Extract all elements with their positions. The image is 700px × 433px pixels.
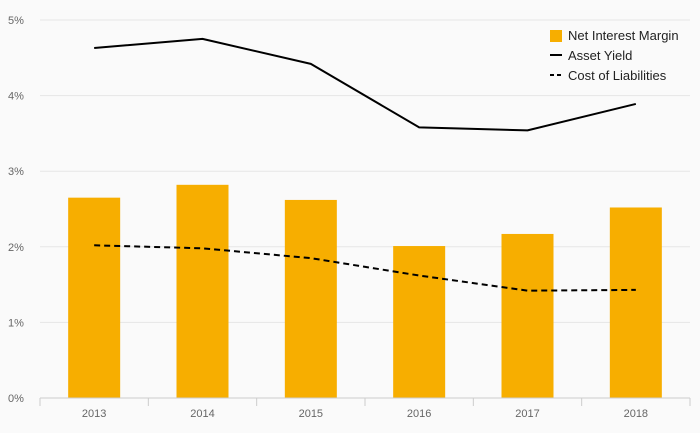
legend-item-net-interest-margin: Net Interest Margin — [550, 28, 679, 43]
bar-2018 — [609, 207, 662, 398]
legend-label-cost-of-liabilities: Cost of Liabilities — [568, 68, 667, 83]
gridlines — [40, 19, 690, 323]
line-series — [94, 37, 637, 292]
y-tick-label: 4% — [8, 91, 24, 103]
x-tick-label: 2013 — [82, 408, 106, 420]
y-axis-ticks: 0% 1% 2% 3% 4% 5% — [8, 15, 24, 405]
y-tick-label: 0% — [8, 393, 24, 405]
legend-item-cost-of-liabilities: Cost of Liabilities — [550, 68, 667, 83]
legend-label-asset-yield: Asset Yield — [568, 48, 632, 63]
bar-2017 — [501, 233, 554, 398]
x-tick-label: 2014 — [190, 408, 214, 420]
line-cost-of-liabilities — [94, 244, 636, 292]
bar-2013 — [68, 197, 121, 398]
bar-series-net-interest-margin — [68, 184, 662, 398]
y-tick-label: 2% — [8, 242, 24, 254]
x-tick-label: 2015 — [299, 408, 323, 420]
bar-2014 — [176, 184, 229, 398]
legend-label-net-interest-margin: Net Interest Margin — [568, 28, 679, 43]
legend-item-asset-yield: Asset Yield — [550, 48, 632, 63]
x-axis — [39, 397, 691, 406]
bar-2015 — [284, 199, 337, 398]
legend: Net Interest Margin Asset Yield Cost of … — [550, 28, 679, 83]
x-tick-label: 2018 — [624, 408, 648, 420]
bar-2016 — [393, 246, 446, 398]
line-asset-yield — [94, 37, 637, 132]
x-tick-label: 2016 — [407, 408, 431, 420]
y-tick-label: 1% — [8, 317, 24, 329]
x-axis-ticks: 2013 2014 2015 2016 2017 2018 — [82, 408, 648, 420]
y-tick-label: 3% — [8, 166, 24, 178]
legend-swatch-bar — [550, 30, 562, 42]
x-tick-label: 2017 — [515, 408, 539, 420]
y-tick-label: 5% — [8, 15, 24, 27]
